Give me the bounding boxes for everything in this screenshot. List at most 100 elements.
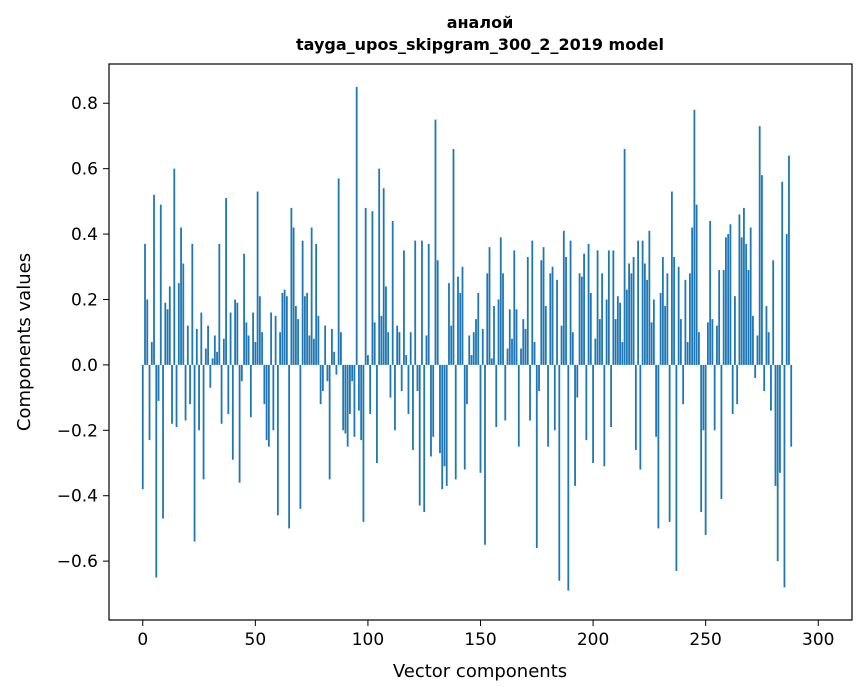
bar (457, 276, 459, 365)
bar (450, 325, 453, 365)
bar (578, 273, 581, 365)
bar (743, 207, 745, 365)
bar (589, 292, 592, 365)
bar (213, 335, 216, 365)
bar (261, 332, 263, 365)
bar (317, 315, 320, 365)
bar (231, 364, 234, 460)
bar (335, 364, 338, 375)
bar (702, 364, 705, 431)
bar (189, 364, 191, 405)
bar (686, 342, 689, 365)
x-axis: 0 50 100 150 200 250 300 (137, 620, 834, 650)
x-tick-label: 50 (245, 630, 267, 650)
bar (443, 364, 446, 467)
bar (643, 263, 646, 365)
bar (423, 364, 426, 513)
bar (225, 198, 227, 365)
bar (288, 364, 291, 529)
bar (148, 364, 151, 441)
bar (299, 364, 302, 509)
bar (551, 266, 554, 365)
bar (222, 338, 225, 365)
bar (204, 348, 207, 365)
bar (227, 364, 230, 414)
bar (513, 250, 516, 365)
bar (761, 175, 763, 365)
bar (538, 364, 540, 392)
bar (326, 364, 329, 382)
bar (294, 306, 297, 365)
bar (414, 240, 417, 365)
y-tick-label: −0.6 (57, 552, 98, 572)
bar (583, 253, 585, 365)
bar (175, 364, 178, 428)
bar (756, 335, 759, 365)
bar (220, 364, 223, 424)
bar (371, 211, 374, 365)
bar (249, 364, 252, 418)
bar (553, 364, 556, 431)
bar (252, 312, 254, 365)
bar (279, 332, 282, 365)
bar (497, 299, 500, 365)
bar (310, 227, 313, 365)
y-tick-label: −0.4 (57, 487, 98, 507)
y-tick-label: 0.0 (71, 356, 98, 376)
bar (382, 188, 385, 365)
x-tick-label: 100 (352, 630, 384, 650)
bar (434, 119, 437, 365)
bar (788, 155, 790, 365)
bar (524, 328, 527, 365)
bar (637, 240, 640, 365)
bar (542, 247, 545, 365)
bar (407, 364, 410, 414)
bar (781, 181, 784, 365)
bar (594, 338, 597, 365)
bar (229, 312, 232, 365)
bar (691, 227, 694, 365)
y-axis-label: Components values (14, 253, 35, 431)
bar (565, 256, 567, 365)
bar (445, 364, 448, 486)
bar (270, 312, 273, 365)
bar (427, 243, 430, 365)
bar (373, 322, 376, 365)
bar (472, 332, 475, 365)
bar (511, 338, 513, 365)
bar (495, 364, 498, 428)
bar (265, 364, 268, 441)
bar (747, 270, 750, 365)
bar (400, 364, 403, 392)
bar (195, 328, 198, 365)
bar (776, 364, 779, 562)
x-tick-label: 200 (577, 630, 609, 650)
bar (621, 342, 624, 365)
bar (157, 364, 160, 401)
bar (646, 279, 649, 365)
bar (605, 299, 608, 365)
bar (409, 332, 412, 365)
bar (355, 86, 358, 365)
bar (684, 279, 687, 365)
bar (315, 243, 318, 365)
bar (337, 178, 340, 365)
bar (661, 256, 664, 365)
y-tick-label: 0.4 (71, 225, 98, 245)
bar (153, 194, 155, 365)
bar (772, 260, 775, 365)
bar (285, 296, 288, 365)
bar (628, 263, 630, 365)
bar (479, 364, 482, 473)
bar (306, 292, 309, 365)
bar (274, 315, 277, 365)
bar (389, 364, 392, 398)
bar (740, 237, 743, 365)
bar (650, 322, 653, 365)
bar (403, 250, 405, 365)
bar (567, 364, 570, 591)
bar (767, 332, 770, 365)
bar (182, 263, 185, 365)
bar (677, 266, 680, 365)
bar (308, 335, 311, 365)
